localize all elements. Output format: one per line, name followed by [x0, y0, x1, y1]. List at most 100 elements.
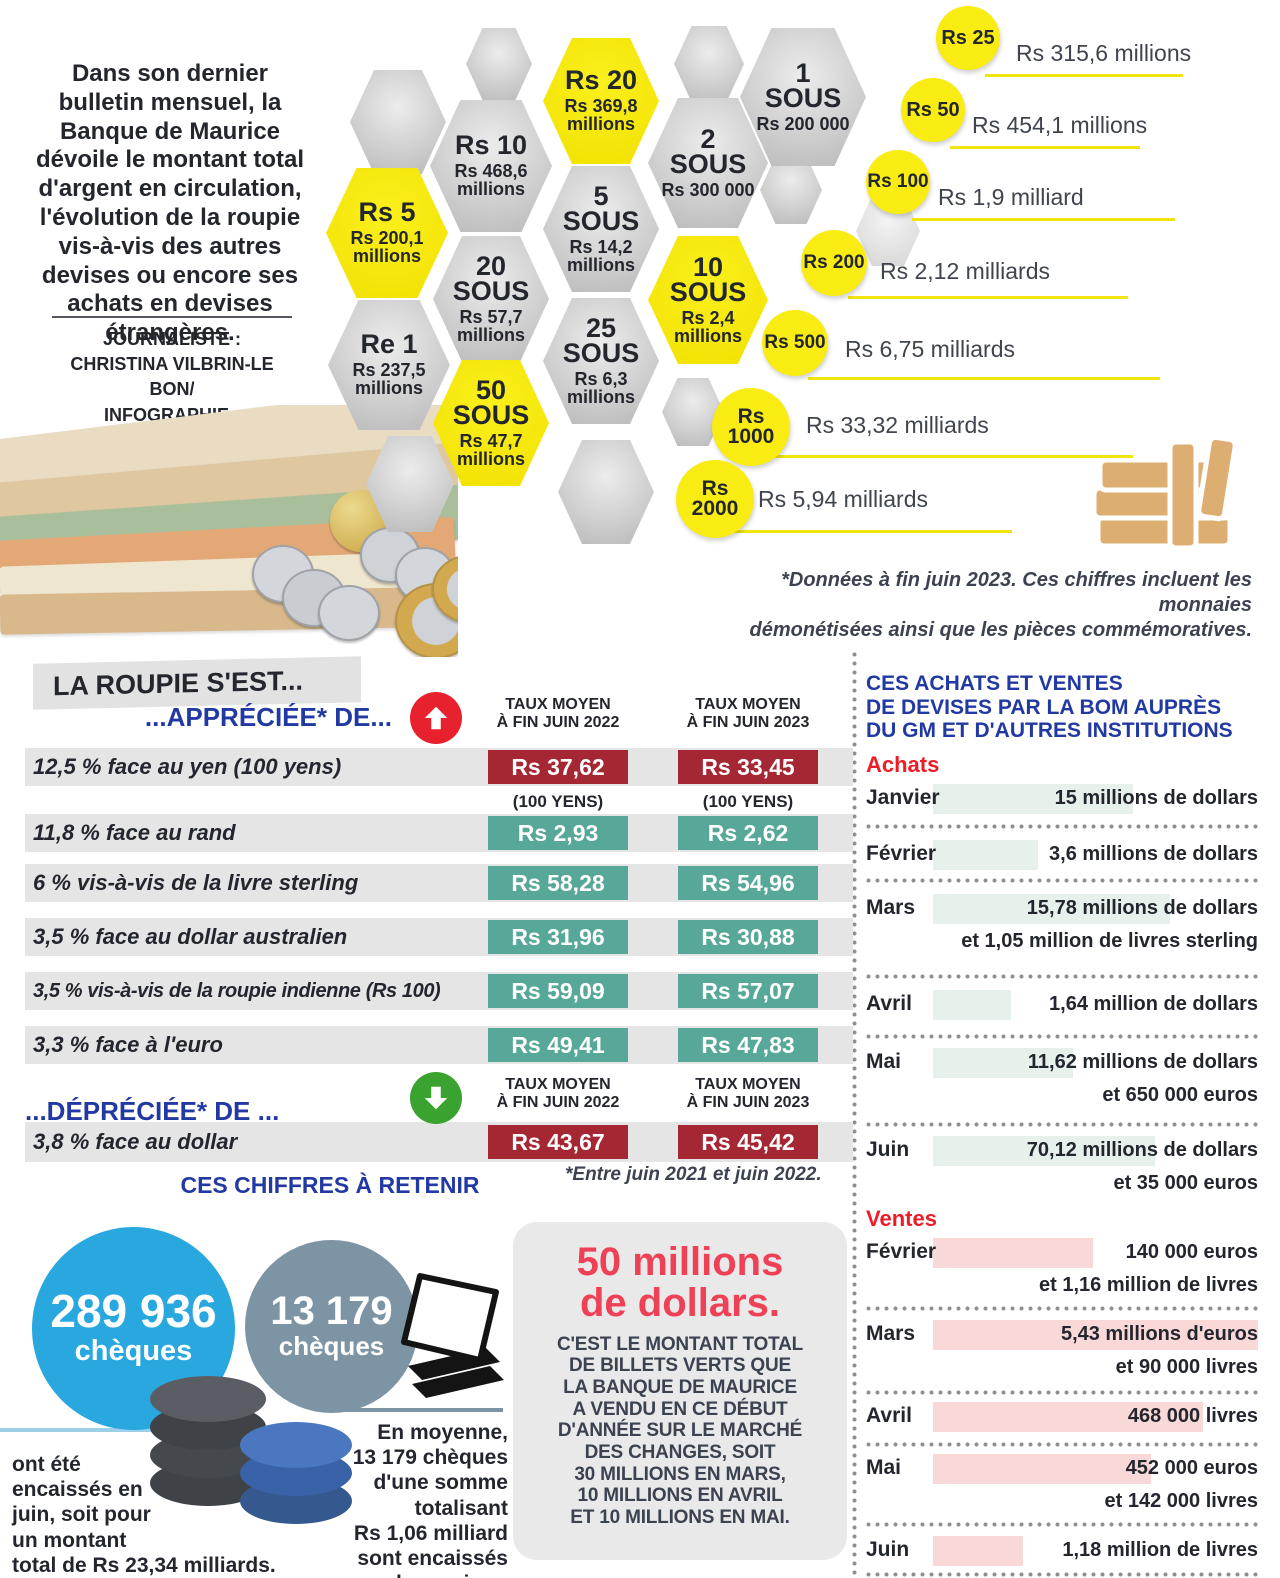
achat-row: Juin 70,12 millions de dollars	[866, 1136, 1258, 1168]
rate-row: 3,3 % face à l'euro Rs 49,41 Rs 47,83	[25, 1026, 853, 1064]
cheques-left-text: ont été encaissés en juin, soit pour un …	[12, 1453, 276, 1577]
hexagon-1sous: 1 SOUS Rs 200 000	[740, 28, 866, 166]
circle-rs2000: Rs 2000	[676, 460, 754, 538]
achat-row: Mai 11,62 millions de dollars	[866, 1048, 1258, 1080]
rate-row: 11,8 % face au rand Rs 2,93 Rs 2,62	[25, 814, 853, 852]
row-separator	[866, 1442, 1258, 1447]
achat-row: Janvier 15 millions de dollars	[866, 784, 1258, 816]
row-separator	[866, 1306, 1258, 1311]
rate-row: 3,8 % face au dollar Rs 43,67 Rs 45,42	[25, 1122, 853, 1162]
row-separator	[866, 878, 1258, 883]
ventes-label: Ventes	[866, 1206, 937, 1231]
circle-rs100: Rs 100	[866, 150, 930, 214]
amount-rs25: Rs 315,6 millions	[1016, 40, 1192, 66]
depreciated-header: ...DÉPRÉCIÉE* DE ...	[25, 1096, 280, 1126]
amount-rs200: Rs 2,12 milliards	[880, 258, 1050, 284]
coin-stack-blue	[240, 1422, 352, 1468]
row-separator	[866, 1522, 1258, 1527]
underline	[758, 455, 1133, 458]
underline	[722, 530, 1012, 533]
hexagon-rs5: Rs 5 Rs 200,1 millions	[326, 168, 448, 298]
value-bar	[933, 1320, 1258, 1350]
bom-title: CES ACHATS ET VENTES DE DEVISES PAR LA B…	[866, 672, 1233, 743]
vente-row-line2: et 90 000 livres	[1115, 1356, 1258, 1378]
achat-row: Mars 15,78 millions de dollars	[866, 894, 1258, 926]
row-separator	[866, 1572, 1258, 1577]
decorative-hexagon	[466, 28, 532, 100]
hexagon-rs10: Rs 10 Rs 468,6 millions	[430, 100, 552, 232]
circle-rs1000: Rs 1000	[712, 388, 790, 466]
col-header-2023: TAUX MOYEN À FIN JUIN 2023	[686, 696, 810, 732]
rate-row: 3,5 % vis-à-vis de la roupie indienne (R…	[25, 972, 853, 1010]
footnote-top: *Données à fin juin 2023. Ces chiffres i…	[749, 569, 1252, 641]
value-bar	[933, 894, 1170, 924]
cheques-circle-small: 13 179 chèques	[245, 1240, 418, 1413]
hexagon-5sous: 5 SOUS Rs 14,2 millions	[543, 166, 659, 292]
hexagon-re1: Re 1 Rs 237,5 millions	[328, 300, 450, 430]
cheques-right-text: En moyenne, 13 179 chèques d'une somme t…	[352, 1421, 508, 1578]
col-header-2022: TAUX MOYEN À FIN JUIN 2022	[496, 696, 620, 732]
amount-rs50: Rs 454,1 millions	[972, 112, 1148, 138]
hexagon-25sous: 25 SOUS Rs 6,3 millions	[543, 298, 659, 424]
slate-rule	[333, 1408, 503, 1412]
circle-rs50: Rs 50	[901, 78, 965, 142]
dollars-box: 50 millions de dollars. C'EST LE MONTANT…	[513, 1222, 847, 1560]
retain-title: CES CHIFFRES À RETENIR	[180, 1172, 480, 1198]
coin-icon	[318, 585, 380, 641]
coin-stack-dark	[150, 1376, 266, 1422]
achat-row-line2: et 650 000 euros	[1102, 1084, 1258, 1106]
intro-paragraph: Dans son dernier bulletin mensuel, la Ba…	[35, 60, 305, 347]
hexagon-rs20: Rs 20 Rs 369,8 millions	[543, 38, 659, 164]
vente-row: Mars 5,43 millions d'euros	[866, 1320, 1258, 1352]
vente-row: Mai 452 000 euros	[866, 1454, 1258, 1486]
decorative-hexagon	[350, 70, 446, 174]
achat-row: Février 3,6 millions de dollars	[866, 840, 1258, 872]
row-separator	[866, 1034, 1258, 1039]
value-bar	[933, 1454, 1151, 1484]
amount-rs100: Rs 1,9 milliard	[938, 184, 1084, 210]
col-header-2023: TAUX MOYEN À FIN JUIN 2023	[686, 1076, 810, 1112]
dollars-body: C'EST LE MONTANT TOTAL DE BILLETS VERTS …	[556, 1333, 804, 1528]
value-bar	[933, 1048, 1073, 1078]
value-bar	[933, 784, 1133, 814]
currency-photo	[0, 405, 458, 657]
amount-rs1000: Rs 33,32 milliards	[806, 412, 989, 438]
value-bar	[933, 1136, 1155, 1166]
yen-note: (100 YENS)	[702, 792, 794, 811]
rate-row: 6 % vis-à-vis de la livre sterling Rs 58…	[25, 864, 853, 902]
vente-row-line2: et 1,16 million de livres	[1039, 1274, 1258, 1296]
amount-rs2000: Rs 5,94 milliards	[758, 486, 928, 512]
hexagon-10sous: 10 SOUS Rs 2,4 millions	[648, 236, 768, 364]
circle-rs500: Rs 500	[762, 310, 828, 376]
value-bar	[933, 1238, 1093, 1268]
rate-row: 12,5 % face au yen (100 yens) Rs 37,62 R…	[25, 748, 853, 786]
achat-row-line2: et 1,05 million de livres sterling	[961, 930, 1258, 952]
amount-rs500: Rs 6,75 milliards	[845, 336, 1015, 362]
row-separator	[866, 1390, 1258, 1395]
value-bar	[933, 990, 1011, 1020]
value-bar	[933, 1536, 1023, 1566]
row-separator	[866, 824, 1258, 829]
underline	[912, 218, 1175, 221]
achats-label: Achats	[866, 752, 940, 777]
underline	[848, 296, 1128, 299]
vente-row: Juin 1,18 million de livres	[866, 1536, 1258, 1568]
achat-row-line2: et 35 000 euros	[1113, 1172, 1258, 1194]
up-arrow-icon	[410, 692, 462, 744]
row-separator	[866, 1122, 1258, 1127]
value-bar	[933, 840, 1038, 870]
achat-row: Avril 1,64 million de dollars	[866, 990, 1258, 1022]
cheque-book-icon	[401, 1273, 504, 1398]
down-arrow-icon	[410, 1072, 462, 1124]
underline	[808, 377, 1160, 380]
cyan-rule	[0, 1428, 215, 1432]
hexagon-50sous: 50 SOUS Rs 47,7 millions	[433, 360, 549, 486]
money-stack-icon	[1092, 436, 1238, 551]
appreciated-header: ...APPRÉCIÉE* DE...	[144, 702, 392, 732]
vertical-divider	[852, 652, 857, 1578]
rate-row: 3,5 % face au dollar australien Rs 31,96…	[25, 918, 853, 956]
decorative-hexagon	[558, 440, 654, 544]
circle-rs200: Rs 200	[801, 230, 867, 296]
decorative-hexagon	[760, 156, 822, 224]
